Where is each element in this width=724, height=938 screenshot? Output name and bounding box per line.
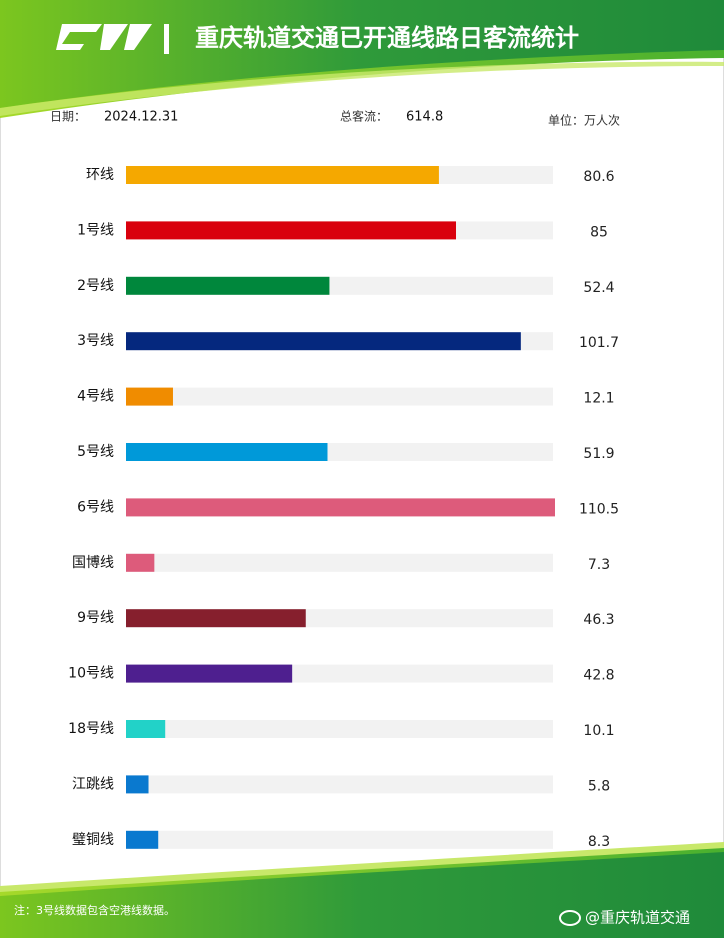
logo (56, 24, 169, 54)
bar (126, 166, 439, 184)
footer-banner (0, 842, 724, 938)
category-label: 3号线 (77, 333, 114, 349)
category-label: 9号线 (77, 610, 114, 626)
bar (126, 276, 330, 295)
bar (126, 332, 521, 351)
category-label: 江跳线 (72, 776, 114, 792)
bar-track (126, 775, 553, 794)
value-label: 7.3 (588, 557, 610, 573)
category-label: 1号线 (77, 222, 114, 238)
bars: 环线 80.6 1号线 85 2号线 52.4 3号线 101.7 4号线 12.1 5号线 51.9… (68, 166, 619, 850)
value-label: 5.8 (588, 778, 610, 794)
header-banner (0, 0, 724, 118)
bar (126, 720, 166, 738)
total: 614.8 (406, 110, 443, 125)
total-label: 总客流： (340, 109, 388, 124)
category-label: 国博线 (72, 554, 114, 571)
title: 重庆轨道交通已开通线路日客流统计 (195, 24, 579, 52)
bar (126, 664, 293, 683)
category-label: 2号线 (77, 278, 114, 294)
value-label: 8.3 (588, 834, 610, 850)
bar (126, 443, 328, 461)
category-label: 6号线 (77, 499, 114, 515)
bar (126, 387, 173, 406)
bar (126, 553, 155, 572)
bar (126, 609, 306, 628)
watermark: @重庆轨道交通 (585, 909, 690, 927)
value-label: 101.7 (579, 335, 619, 351)
category-label: 环线 (86, 167, 114, 183)
category-label: 10号线 (68, 666, 114, 682)
value-label: 51.9 (583, 446, 614, 462)
bar-track (126, 553, 553, 572)
value-label: 80.6 (583, 169, 614, 185)
value-label: 52.4 (583, 280, 614, 296)
value-label: 110.5 (579, 501, 619, 517)
category-label: 4号线 (77, 389, 114, 405)
watermark-icon (559, 910, 581, 926)
value-label: 46.3 (583, 612, 614, 628)
value-label: 10.1 (583, 723, 614, 739)
category-label: 18号线 (68, 721, 114, 737)
bar (126, 498, 555, 517)
bar-track (126, 830, 553, 849)
category-label: 5号线 (77, 444, 114, 460)
value-label: 85 (590, 224, 608, 240)
unit: 单位：万人次 (548, 113, 620, 128)
bar (126, 830, 159, 849)
bar-track (126, 387, 553, 406)
category-label: 璧铜线 (72, 831, 114, 848)
value-label: 42.8 (583, 668, 614, 684)
bar (126, 221, 456, 240)
date-label: 日期： (50, 110, 86, 124)
value-label: 12.1 (583, 391, 614, 407)
note: 注：3号线数据包含空港线数据。 (14, 903, 175, 917)
date: 2024.12.31 (104, 110, 178, 125)
bar-track (126, 720, 553, 738)
bar (126, 775, 149, 794)
